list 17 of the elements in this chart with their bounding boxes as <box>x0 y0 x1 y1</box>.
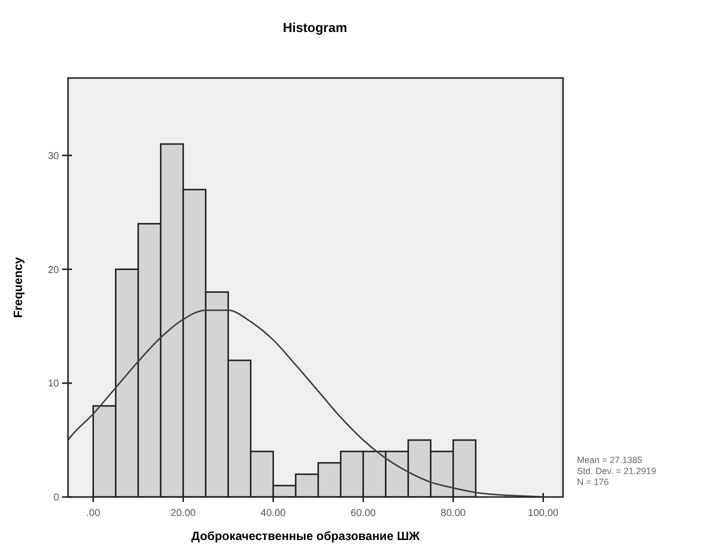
chart-title: Histogram <box>282 20 348 35</box>
y-tick-label: 0 <box>53 492 60 504</box>
text: N = 176 <box>577 477 609 487</box>
x-tick-label: 100.00 <box>528 508 559 519</box>
y-tick-label: 30 <box>48 150 60 162</box>
y-axis-title: Frequency <box>11 256 25 318</box>
line-series <box>68 310 544 497</box>
text: Std. Dev. = 21.2919 <box>577 466 656 476</box>
x-tick-label: 80.00 <box>440 508 466 519</box>
x-tick-label: .00 <box>86 508 101 519</box>
text: Mean = 27.1385 <box>577 455 642 465</box>
x-tick-label: 20.00 <box>170 508 196 519</box>
x-tick-label: 40.00 <box>260 508 286 519</box>
x-tick-label: 60.00 <box>350 508 376 519</box>
x-axis-title: Доброкачественные образование ШЖ <box>191 529 420 543</box>
y-tick-label: 20 <box>48 264 60 276</box>
y-tick-label: 10 <box>48 378 60 390</box>
